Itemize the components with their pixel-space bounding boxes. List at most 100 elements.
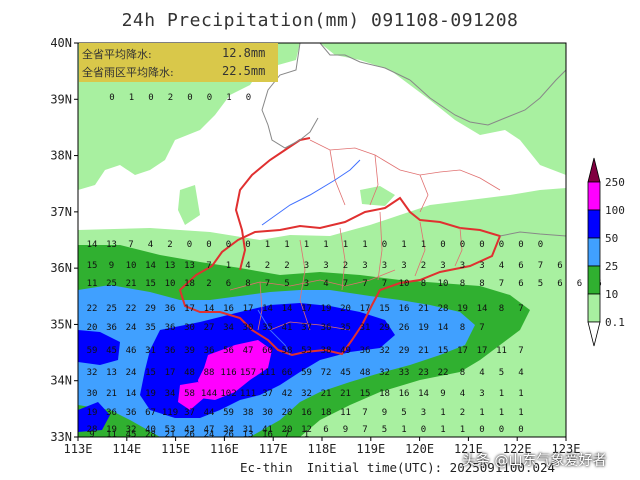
station-value: 18 — [321, 408, 332, 418]
station-value: 59 — [87, 346, 98, 356]
station-value: 1 — [284, 240, 289, 250]
station-value: 0 — [245, 240, 250, 250]
station-value: 17 — [243, 304, 254, 314]
station-value: 0 — [207, 93, 212, 103]
station-value: 1 — [304, 430, 309, 440]
station-value: 7 — [362, 425, 367, 435]
station-value: 19 — [87, 408, 98, 418]
station-value: 5 — [382, 425, 387, 435]
rain-area-100-2 — [178, 382, 204, 410]
station-value: 14 — [438, 323, 449, 333]
station-value: 6 — [518, 261, 523, 271]
station-value: 4 — [323, 279, 328, 289]
station-value: 37 — [262, 389, 273, 399]
station-value: 6 — [557, 279, 562, 289]
legend-swatch — [587, 265, 601, 295]
station-value: 36 — [165, 304, 176, 314]
station-value: 14 — [282, 304, 293, 314]
station-value: 0 — [518, 240, 523, 250]
station-value: 11 — [87, 279, 98, 289]
station-value: 9 — [440, 389, 445, 399]
y-tick-label: 33N — [50, 430, 72, 444]
rain-area-0_1-spot — [360, 186, 395, 206]
station-value: 7 — [265, 279, 270, 289]
station-value: 0 — [518, 425, 523, 435]
station-value: 15 — [379, 304, 390, 314]
station-value: 0 — [246, 93, 251, 103]
station-value: 47 — [243, 346, 254, 356]
map-title: 24h Precipitation(mm) 091108-091208 — [121, 10, 519, 31]
station-value: 67 — [145, 408, 156, 418]
x-tick-label: 119E — [356, 442, 385, 456]
station-value: 111 — [259, 368, 275, 378]
station-value: 88 — [204, 368, 215, 378]
station-value: 59 — [223, 408, 234, 418]
station-value: 32 — [126, 425, 137, 435]
station-value: 3 — [479, 261, 484, 271]
station-value: 1 — [421, 240, 426, 250]
x-tick-label: 117E — [259, 442, 288, 456]
station-value: 17 — [457, 346, 468, 356]
station-value: 6 — [323, 425, 328, 435]
station-value: 34 — [165, 389, 176, 399]
info-box: 全省平均降水: 12.8mm 全省雨区平均降水: 22.5mm — [79, 43, 278, 82]
station-value: 7 — [499, 279, 504, 289]
station-value: 111 — [240, 389, 256, 399]
station-value: 37 — [301, 323, 312, 333]
station-value: 6 — [226, 279, 231, 289]
station-value: 66 — [282, 368, 293, 378]
station-value: 45 — [126, 430, 137, 440]
station-value: 3 — [421, 408, 426, 418]
station-value: 32 — [379, 346, 390, 356]
rain-area-100 — [198, 340, 272, 400]
station-value: 3 — [323, 261, 328, 271]
station-value: 0 — [206, 240, 211, 250]
station-value: 1 — [460, 425, 465, 435]
station-value: 4 — [460, 389, 465, 399]
station-value: 119 — [162, 408, 178, 418]
station-value: 6 — [557, 261, 562, 271]
station-value: 29 — [399, 346, 410, 356]
station-value: 26 — [399, 323, 410, 333]
station-value: 2 — [167, 240, 172, 250]
station-value: 157 — [240, 368, 256, 378]
y-tick-label: 40N — [50, 36, 72, 50]
station-value: 7 — [538, 261, 543, 271]
station-value: 18 — [379, 389, 390, 399]
legend-top-arrow — [587, 157, 601, 183]
station-value: 21 — [418, 346, 429, 356]
station-value: 14 — [204, 304, 215, 314]
station-value: 14 — [145, 261, 156, 271]
station-value: 36 — [126, 408, 137, 418]
station-value: 11 — [340, 408, 351, 418]
station-value: 0 — [382, 240, 387, 250]
station-value: 1 — [499, 408, 504, 418]
station-value: 6 — [518, 279, 523, 289]
station-value: 7 — [518, 304, 523, 314]
footer: Ec-thin Initial time(UTC): 2025091100.024 — [240, 460, 555, 475]
station-value: 11 — [496, 346, 507, 356]
station-value: 29 — [379, 323, 390, 333]
station-value: 36 — [360, 346, 371, 356]
station-value: 32 — [87, 368, 98, 378]
station-value: 4 — [148, 240, 153, 250]
station-value: 2 — [460, 408, 465, 418]
station-value: 36 — [106, 408, 117, 418]
station-value: 7 — [128, 240, 133, 250]
station-value: 17 — [184, 304, 195, 314]
station-value: 23 — [418, 368, 429, 378]
station-value: 48 — [360, 368, 371, 378]
station-value: 5 — [499, 368, 504, 378]
station-value: 44 — [204, 408, 215, 418]
station-value: 27 — [204, 323, 215, 333]
x-tick-label: 121E — [454, 442, 483, 456]
station-value: 0 — [460, 240, 465, 250]
station-value: 17 — [360, 304, 371, 314]
station-value: 7 — [479, 323, 484, 333]
station-value: 15 — [145, 368, 156, 378]
station-value: 26 — [223, 430, 234, 440]
station-value: 36 — [106, 323, 117, 333]
station-value: 14 — [262, 304, 273, 314]
station-value: 35 — [340, 323, 351, 333]
